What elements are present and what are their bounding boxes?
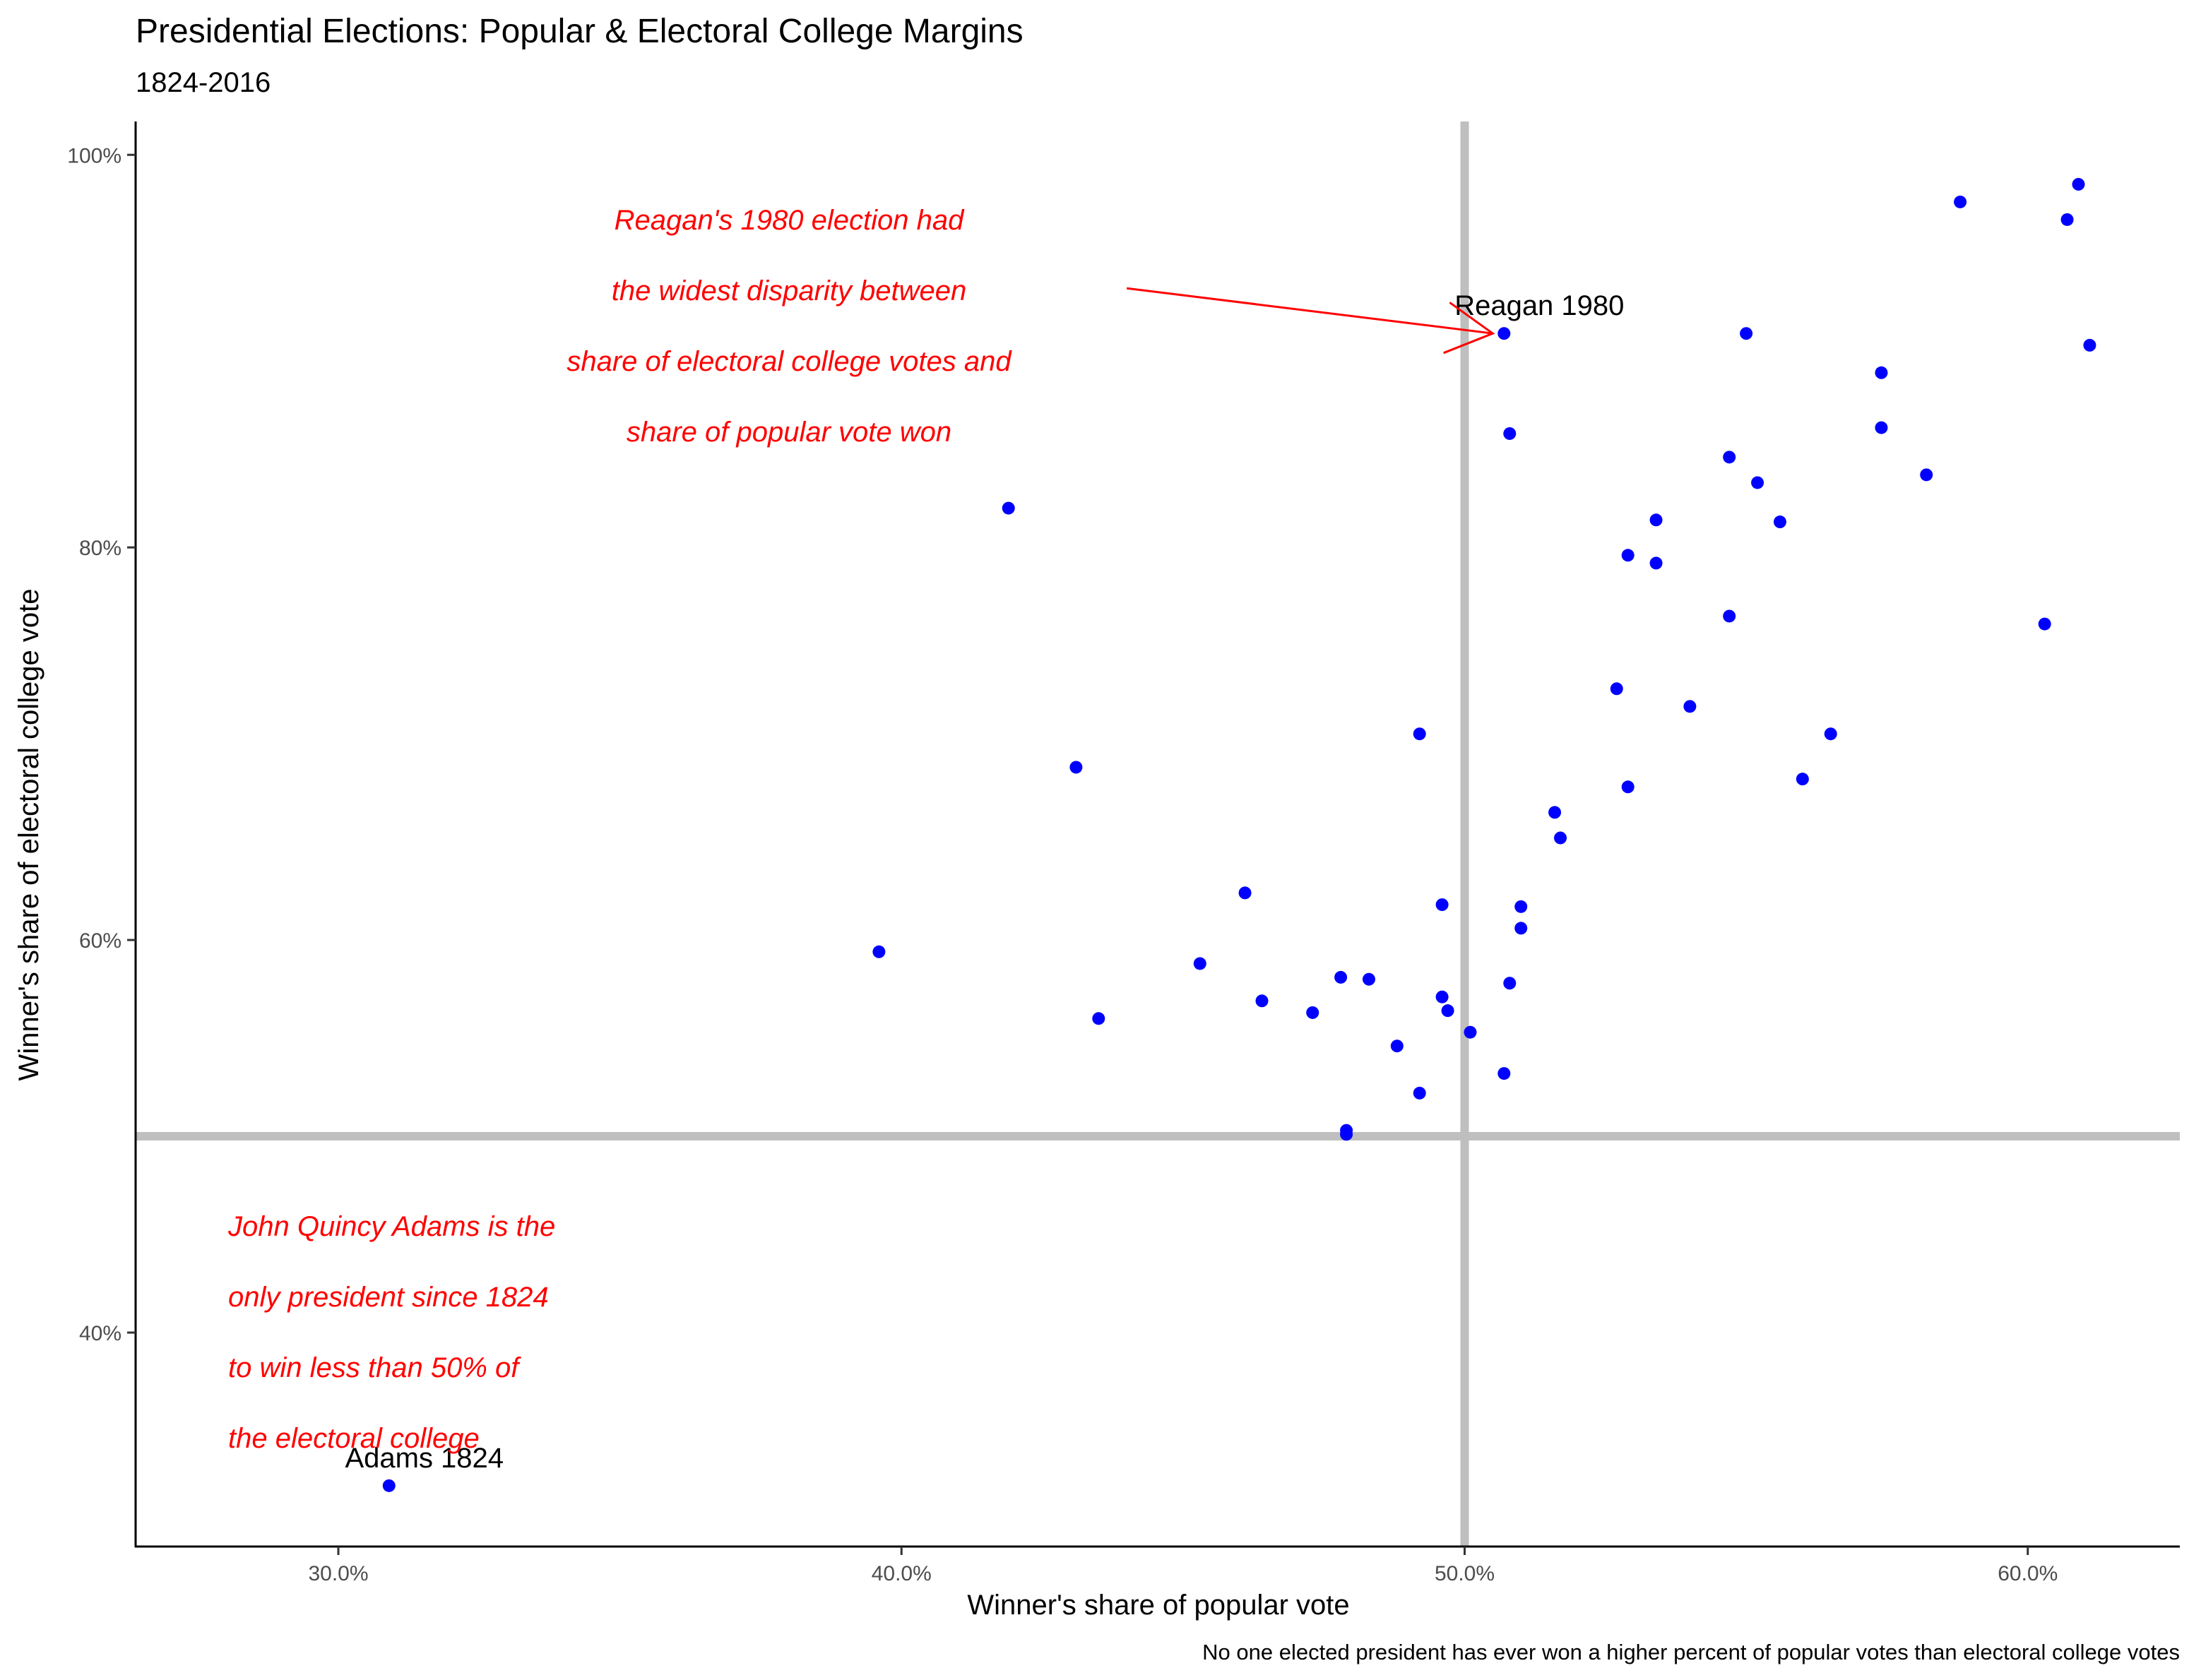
adams-annotation-line: to win less than 50% of — [228, 1352, 521, 1383]
data-point — [2060, 213, 2074, 226]
axes — [134, 121, 2180, 1548]
data-point — [1649, 556, 1663, 570]
reagan-annotation-line: Reagan's 1980 election had — [615, 205, 965, 236]
reagan-annotation-arrowhead — [1443, 302, 1495, 355]
x-axis-title: Winner's share of popular vote — [967, 1590, 1349, 1621]
adams-annotation-line: John Quincy Adams is the — [227, 1211, 555, 1242]
data-points — [382, 177, 2096, 1492]
data-point — [1340, 1128, 1353, 1141]
data-point — [1334, 970, 1348, 984]
data-point — [1514, 900, 1528, 913]
adams-annotation-line: only president since 1824 — [228, 1282, 549, 1313]
y-tick-label: 100% — [67, 144, 121, 167]
data-point — [1193, 957, 1206, 970]
data-point — [1740, 327, 1753, 340]
data-point — [1306, 1006, 1319, 1019]
data-point — [1514, 922, 1528, 935]
data-point — [1621, 549, 1635, 562]
annotations: Reagan's 1980 election had the widest dis… — [227, 205, 1495, 1454]
y-tick-label: 40% — [79, 1322, 121, 1345]
reference-lines — [136, 121, 2180, 1547]
chart-subtitle: 1824-2016 — [136, 67, 271, 98]
x-tick-label: 30.0% — [308, 1562, 368, 1585]
data-point — [1875, 421, 1888, 434]
data-point — [1723, 451, 1736, 464]
data-point — [1503, 427, 1517, 440]
point-labels: Reagan 1980 Adams 1824 — [345, 290, 1624, 1474]
y-axis-title: Winner's share of electoral college vote — [13, 589, 45, 1081]
data-point — [1621, 780, 1635, 794]
data-point — [382, 1479, 396, 1492]
data-point — [1548, 806, 1562, 819]
adams-annotation-line: the electoral college — [228, 1423, 480, 1454]
point-label: Adams 1824 — [345, 1443, 504, 1474]
data-point — [1610, 682, 1623, 696]
data-point — [1413, 1086, 1426, 1100]
x-tick-label: 60.0% — [1998, 1562, 2058, 1585]
data-point — [1796, 773, 1809, 786]
chart-caption: No one elected president has ever won a … — [1202, 1640, 2180, 1664]
data-point — [872, 945, 886, 958]
reagan-annotation-arrow — [1126, 287, 1493, 335]
data-point — [1554, 831, 1567, 845]
data-point — [1362, 972, 1375, 986]
x-tick-label: 40.0% — [872, 1562, 932, 1585]
data-point — [1002, 501, 1015, 515]
data-point — [1683, 700, 1697, 713]
y-tick-label: 60% — [79, 929, 121, 953]
data-point — [1649, 513, 1663, 527]
x-tick-label: 50.0% — [1435, 1562, 1495, 1585]
data-point — [1441, 1004, 1454, 1018]
data-point — [1875, 366, 1888, 379]
ticks: 30.0% 40.0% 50.0% 60.0% 40% 60% 80% 100% — [67, 144, 2058, 1585]
data-point — [1497, 327, 1511, 340]
data-point — [1390, 1039, 1404, 1053]
y-tick-label: 80% — [79, 537, 121, 560]
data-point — [1092, 1012, 1105, 1025]
data-point — [1069, 761, 1083, 774]
data-point — [1413, 727, 1426, 741]
data-point — [1497, 1067, 1511, 1080]
data-point — [1238, 886, 1252, 900]
data-point — [1824, 727, 1837, 741]
reagan-annotation-line: share of electoral college votes and — [566, 346, 1012, 377]
data-point — [1435, 898, 1449, 912]
data-point — [2038, 617, 2051, 631]
data-point — [1751, 476, 1764, 489]
data-point — [1954, 195, 1967, 208]
data-point — [1255, 994, 1269, 1008]
data-point — [1773, 516, 1786, 529]
reagan-annotation-line: share of popular vote won — [627, 417, 951, 448]
data-point — [1503, 977, 1517, 990]
data-point — [1920, 468, 1933, 482]
data-point — [2072, 177, 2085, 191]
data-point — [2083, 338, 2096, 352]
chart-title: Presidential Elections: Popular & Electo… — [136, 13, 1024, 50]
data-point — [1464, 1025, 1477, 1039]
point-label: Reagan 1980 — [1454, 290, 1624, 321]
data-point — [1723, 609, 1736, 623]
data-point — [1435, 990, 1449, 1003]
reagan-annotation-line: the widest disparity between — [612, 275, 967, 306]
